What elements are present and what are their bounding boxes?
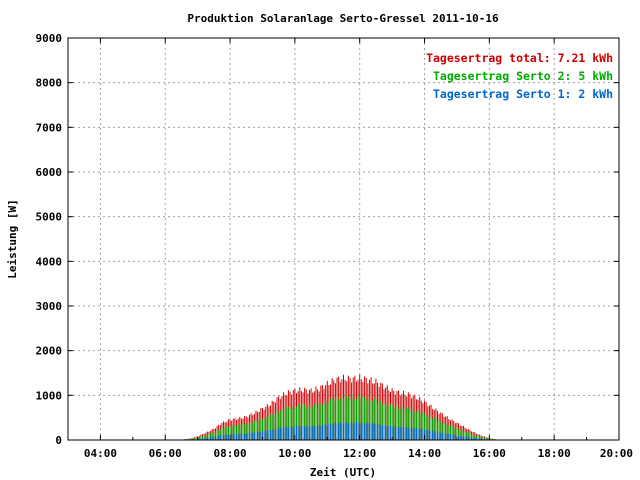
x-tick-label: 12:00 (343, 447, 376, 460)
legend: Tagesertrag total: 7.21 kWh Tagesertrag S… (426, 51, 613, 101)
y-tick-label: 5000 (36, 211, 63, 224)
axis-ticks: 0 1000 2000 3000 4000 5000 6000 7000 8000 9000 04:… (36, 32, 634, 460)
x-tick-label: 04:00 (84, 447, 117, 460)
plot-frame (67, 37, 620, 441)
x-tick-label: 10:00 (278, 447, 311, 460)
y-tick-label: 7000 (36, 121, 63, 134)
y-tick-label: 4000 (36, 255, 63, 268)
y-tick-label: 8000 (36, 77, 63, 90)
y-tick-label: 3000 (36, 300, 63, 313)
y-tick-label: 6000 (36, 166, 63, 179)
x-tick-label: 06:00 (149, 447, 182, 460)
y-tick-label: 2000 (36, 345, 63, 358)
legend-entry: Tagesertrag Serto 1: 2 kWh (433, 87, 613, 101)
y-tick-label: 9000 (36, 32, 63, 45)
x-tick-label: 18:00 (538, 447, 571, 460)
legend-entry: Tagesertrag total: 7.21 kWh (426, 51, 613, 65)
data-bars (180, 374, 498, 440)
chart-title: Produktion Solaranlage Serto-Gressel 201… (187, 12, 499, 25)
legend-entry: Tagesertrag Serto 2: 5 kWh (433, 69, 613, 83)
x-tick-label: 14:00 (408, 447, 441, 460)
x-axis-title: Zeit (UTC) (310, 466, 376, 479)
x-tick-label: 16:00 (473, 447, 506, 460)
y-tick-label: 1000 (36, 389, 63, 402)
y-axis-title: Leistung [W] (6, 199, 19, 278)
x-tick-label: 08:00 (213, 447, 246, 460)
x-tick-label: 20:00 (600, 447, 633, 460)
y-tick-label: 0 (55, 434, 62, 447)
grid-lines (68, 38, 619, 440)
